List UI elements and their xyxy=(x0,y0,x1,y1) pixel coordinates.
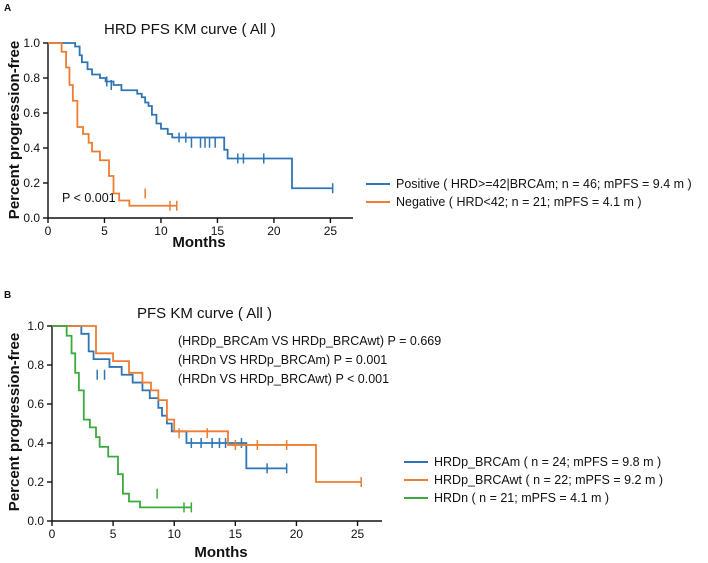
panel-b-letter: B xyxy=(4,290,11,301)
panel-b-y-tick-label: 0.4 xyxy=(27,436,44,450)
panel-a-title: HRD PFS KM curve ( All ) xyxy=(104,21,276,38)
panel-a-letter: A xyxy=(4,3,11,14)
panel-a-series-0-curve xyxy=(48,42,333,190)
panel-b-legend-brcam: HRDp_BRCAm ( n = 24; mPFS = 9.8 m ) xyxy=(434,455,661,469)
panel-b-legend: HRDp_BRCAm ( n = 24; mPFS = 9.8 m ) HRDp… xyxy=(404,455,663,505)
panel-b-y-tick-label: 1.0 xyxy=(27,319,44,333)
panel-b-x-tick-label: 20 xyxy=(290,527,304,541)
panel-b-title: PFS KM curve ( All ) xyxy=(137,305,272,322)
panel-a-p-value: P < 0.001 xyxy=(62,191,116,205)
panel-b-x-tick-label: 10 xyxy=(168,527,182,541)
panel-b-legend-hrdn: HRDn ( n = 21; mPFS = 4.1 m ) xyxy=(434,491,609,505)
panel-a-y-tick-label: 1.0 xyxy=(23,36,40,50)
panel-b-p-value-1: (HRDp_BRCAm VS HRDp_BRCAwt) P = 0.669 xyxy=(178,334,441,348)
panel-b-y-tick-label: 0.2 xyxy=(27,475,44,489)
panel-a-x-tick-label: 25 xyxy=(324,224,338,238)
panel-b-axes: 0 5 10 15 20 25 0.0 0.2 0.4 0.6 0.8 1.0 xyxy=(27,319,382,541)
panel-b-legend-brcawt: HRDp_BRCAwt ( n = 22; mPFS = 9.2 m ) xyxy=(434,473,663,487)
panel-b-series-1-curve xyxy=(52,325,362,483)
panel-a-y-tick-label: 0.2 xyxy=(23,176,40,190)
panel-b-plot-area xyxy=(52,325,362,513)
panel-b-x-tick-label: 15 xyxy=(229,527,243,541)
panel-a-x-tick-label: 0 xyxy=(45,224,52,238)
panel-b-x-tick-label: 25 xyxy=(351,527,365,541)
panel-a-series-1-curve xyxy=(48,42,177,207)
panel-b-p-value-3: (HRDn VS HRDp_BRCAwt) P < 0.001 xyxy=(178,372,389,386)
panel-b-x-axis-label: Months xyxy=(194,544,247,561)
panel-a-legend: Positive ( HRD>=42|BRCAm; n = 46; mPFS =… xyxy=(366,177,692,209)
panel-a-x-tick-label: 5 xyxy=(101,224,108,238)
panel-b-y-axis-label: Percent progression-free xyxy=(6,333,23,511)
panel-a-y-tick-label: 0.8 xyxy=(23,71,40,85)
panel-a-y-tick-label: 0.6 xyxy=(23,106,40,120)
panel-b-y-tick-label: 0.0 xyxy=(27,514,44,528)
panel-a-y-axis-label: Percent progression-free xyxy=(6,41,23,219)
panel-b-x-tick-label: 5 xyxy=(110,527,117,541)
panel-a-axes: 0 5 10 15 20 25 0.0 0.2 0.4 0.6 0.8 1.0 xyxy=(23,36,353,238)
panel-b-x-tick-label: 0 xyxy=(49,527,56,541)
panel-b-series-2-curve xyxy=(52,325,192,509)
panel-b-p-value-2: (HRDn VS HRDp_BRCAm) P = 0.001 xyxy=(178,353,387,367)
panel-a-y-tick-label: 0.4 xyxy=(23,141,40,155)
panel-a-x-tick-label: 20 xyxy=(267,224,281,238)
panel-a-x-tick-label: 10 xyxy=(154,224,168,238)
panel-a-plot-area xyxy=(48,42,334,211)
panel-a-legend-positive: Positive ( HRD>=42|BRCAm; n = 46; mPFS =… xyxy=(396,177,692,191)
panel-a-y-tick-label: 0.0 xyxy=(23,211,40,225)
panel-a-x-axis-label: Months xyxy=(172,234,225,251)
panel-a-x-tick-label: 15 xyxy=(211,224,225,238)
panel-b: B PFS KM curve ( All ) Percent progressi… xyxy=(4,290,663,561)
panel-b-y-tick-label: 0.8 xyxy=(27,358,44,372)
panel-a-legend-negative: Negative ( HRD<42; n = 21; mPFS = 4.1 m … xyxy=(396,195,642,209)
panel-b-y-tick-label: 0.6 xyxy=(27,397,44,411)
panel-a: A HRD PFS KM curve ( All ) Percent progr… xyxy=(4,3,692,251)
